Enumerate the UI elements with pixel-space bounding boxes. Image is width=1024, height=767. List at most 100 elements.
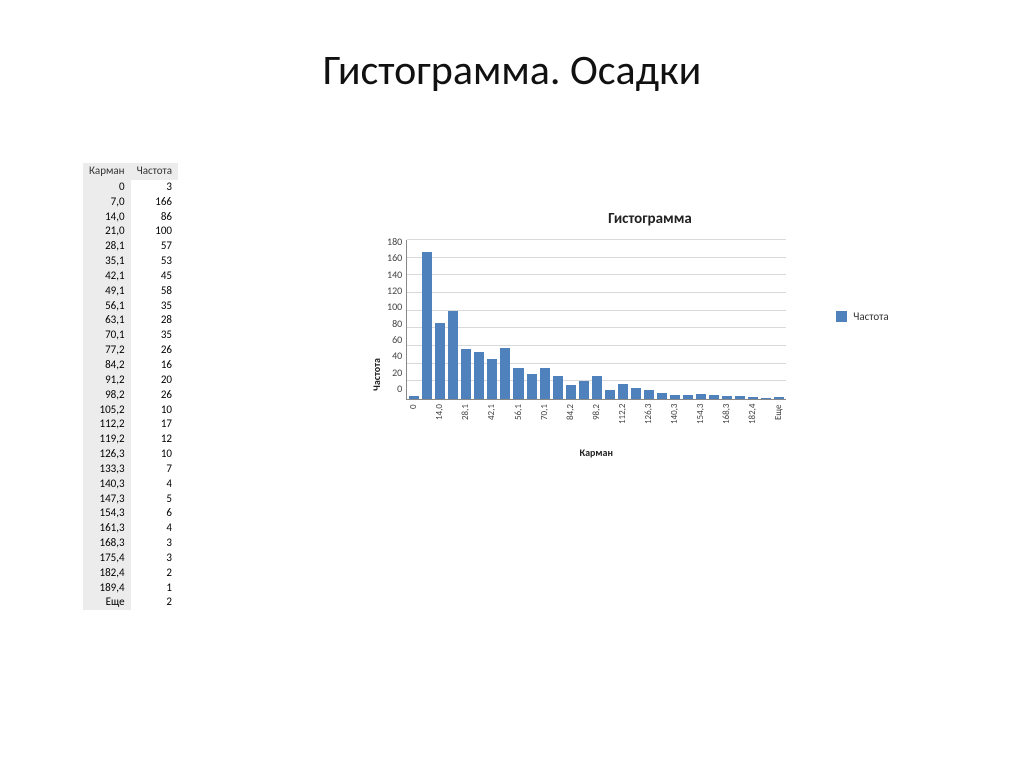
bin-cell: 189,4 bbox=[83, 581, 131, 596]
bar bbox=[487, 359, 497, 399]
bar bbox=[618, 384, 628, 399]
bin-cell: 98,2 bbox=[83, 388, 131, 403]
freq-cell: 100 bbox=[131, 224, 178, 239]
bin-cell: 14,0 bbox=[83, 210, 131, 225]
table-row: 7,0166 bbox=[83, 195, 178, 210]
bin-cell: 119,2 bbox=[83, 432, 131, 447]
bar bbox=[592, 376, 602, 399]
freq-cell: 4 bbox=[131, 521, 178, 536]
table-row: 21,0100 bbox=[83, 224, 178, 239]
bin-cell: 133,3 bbox=[83, 462, 131, 477]
freq-cell: 3 bbox=[131, 551, 178, 566]
freq-cell: 16 bbox=[131, 358, 178, 373]
table-row: 56,135 bbox=[83, 299, 178, 314]
bin-cell: 161,3 bbox=[83, 521, 131, 536]
table-row: 119,212 bbox=[83, 432, 178, 447]
table-header: Карман bbox=[83, 163, 131, 180]
bin-cell: 84,2 bbox=[83, 358, 131, 373]
bin-cell: 0 bbox=[83, 180, 131, 195]
table-row: 98,226 bbox=[83, 388, 178, 403]
freq-cell: 86 bbox=[131, 210, 178, 225]
bar bbox=[657, 393, 667, 399]
bar bbox=[761, 398, 771, 399]
freq-cell: 20 bbox=[131, 373, 178, 388]
freq-cell: 10 bbox=[131, 447, 178, 462]
freq-cell: 3 bbox=[131, 180, 178, 195]
bin-cell: 168,3 bbox=[83, 536, 131, 551]
freq-cell: 58 bbox=[131, 284, 178, 299]
bar bbox=[644, 390, 654, 399]
bar bbox=[540, 368, 550, 399]
bin-cell: 63,1 bbox=[83, 313, 131, 328]
table-row: 49,158 bbox=[83, 284, 178, 299]
bar bbox=[683, 395, 693, 399]
freq-cell: 53 bbox=[131, 254, 178, 269]
freq-cell: 2 bbox=[131, 566, 178, 581]
table-row: 112,217 bbox=[83, 417, 178, 432]
freq-cell: 17 bbox=[131, 417, 178, 432]
table-row: 28,157 bbox=[83, 239, 178, 254]
table-row: 161,34 bbox=[83, 521, 178, 536]
chart-legend: Частота bbox=[836, 310, 888, 323]
bin-cell: 21,0 bbox=[83, 224, 131, 239]
freq-cell: 7 bbox=[131, 462, 178, 477]
table-row: 70,135 bbox=[83, 328, 178, 343]
table-row: 35,153 bbox=[83, 254, 178, 269]
table-row: 140,34 bbox=[83, 477, 178, 492]
bar bbox=[735, 396, 745, 399]
x-axis-ticks: 014,028,142,156,170,184,298,2112,2126,31… bbox=[406, 404, 786, 440]
bin-cell: 175,4 bbox=[83, 551, 131, 566]
bar bbox=[474, 352, 484, 399]
bin-cell: 77,2 bbox=[83, 343, 131, 358]
table-row: 147,35 bbox=[83, 492, 178, 507]
freq-cell: 5 bbox=[131, 492, 178, 507]
legend-swatch bbox=[836, 311, 847, 322]
bar bbox=[448, 311, 458, 399]
bar bbox=[435, 323, 445, 399]
bar bbox=[722, 396, 732, 399]
bin-cell: 91,2 bbox=[83, 373, 131, 388]
bar bbox=[527, 374, 537, 399]
bin-cell: 182,4 bbox=[83, 566, 131, 581]
freq-cell: 35 bbox=[131, 328, 178, 343]
bin-cell: 140,3 bbox=[83, 477, 131, 492]
bar bbox=[670, 395, 680, 399]
bar bbox=[696, 394, 706, 399]
freq-cell: 3 bbox=[131, 536, 178, 551]
bar bbox=[579, 381, 589, 399]
freq-cell: 4 bbox=[131, 477, 178, 492]
bar bbox=[748, 397, 758, 399]
freq-cell: 26 bbox=[131, 388, 178, 403]
table-row: 91,220 bbox=[83, 373, 178, 388]
bar bbox=[709, 395, 719, 399]
freq-cell: 2 bbox=[131, 595, 178, 610]
bin-cell: 35,1 bbox=[83, 254, 131, 269]
bin-cell: 126,3 bbox=[83, 447, 131, 462]
freq-cell: 57 bbox=[131, 239, 178, 254]
table-row: 189,41 bbox=[83, 581, 178, 596]
table-row: 126,310 bbox=[83, 447, 178, 462]
bar bbox=[409, 396, 419, 399]
table-row: 168,33 bbox=[83, 536, 178, 551]
bar bbox=[774, 397, 784, 399]
bin-cell: 105,2 bbox=[83, 403, 131, 418]
table-row: 133,37 bbox=[83, 462, 178, 477]
table-row: 182,42 bbox=[83, 566, 178, 581]
table-row: 84,216 bbox=[83, 358, 178, 373]
bin-cell: 154,3 bbox=[83, 506, 131, 521]
bin-cell: 56,1 bbox=[83, 299, 131, 314]
table-row: 77,226 bbox=[83, 343, 178, 358]
bin-cell: 49,1 bbox=[83, 284, 131, 299]
bar bbox=[500, 348, 510, 399]
x-axis-label: Карман bbox=[406, 446, 786, 459]
bar bbox=[631, 388, 641, 399]
freq-cell: 166 bbox=[131, 195, 178, 210]
y-axis-ticks: 180160140120100806040200 bbox=[387, 235, 402, 395]
table-row: 63,128 bbox=[83, 313, 178, 328]
freq-cell: 1 bbox=[131, 581, 178, 596]
bin-cell: 70,1 bbox=[83, 328, 131, 343]
histogram-chart: Гистограмма Частота 18016014012010080604… bbox=[370, 210, 970, 459]
page-title: Гистограмма. Осадки bbox=[0, 45, 1024, 96]
table-row: 105,210 bbox=[83, 403, 178, 418]
table-row: Еще2 bbox=[83, 595, 178, 610]
